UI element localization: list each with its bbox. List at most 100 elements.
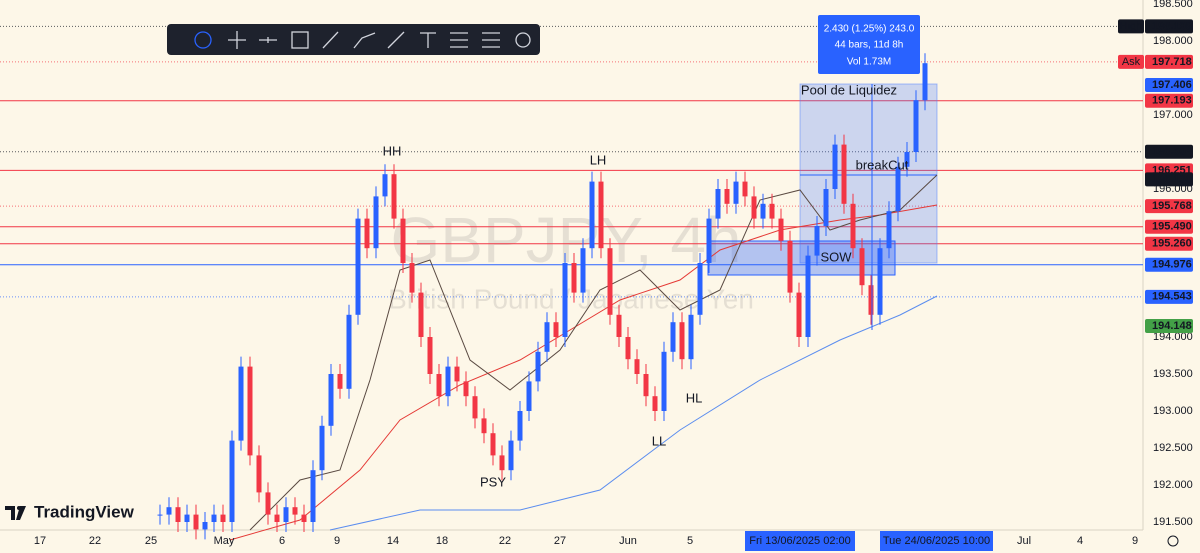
time-marker-label: Fri 13/06/2025 02:00 <box>749 535 851 547</box>
candle-body <box>265 492 271 515</box>
price-tag-caption-bg <box>1118 54 1144 69</box>
candle-body <box>769 203 775 219</box>
rect-tool[interactable] <box>291 31 309 49</box>
candle-body <box>211 514 217 522</box>
candle-body <box>499 455 505 471</box>
candle-body <box>310 470 316 522</box>
time-axis: 17 22 25 May 6 9 14 18 22 27 Jun 5 Jul 4 9 Fri 13/06/20… <box>34 531 1138 551</box>
candle-body <box>706 218 712 263</box>
candle-body <box>391 174 397 219</box>
line-tool[interactable] <box>387 31 405 49</box>
price-tick-label: 191.500 <box>1153 516 1193 528</box>
candle-body <box>436 374 442 397</box>
price-tag-label: 197.718 <box>1152 56 1192 68</box>
candle-body <box>481 418 487 434</box>
settings-tool[interactable] <box>515 32 531 48</box>
price-tag-label: 198.198 <box>1152 20 1192 32</box>
candle-body <box>355 218 361 315</box>
tooltip-line: 44 bars, 11d 8h <box>835 40 904 51</box>
price-tick-label: 193.000 <box>1153 405 1193 417</box>
pattern-tool[interactable] <box>482 32 500 48</box>
candle-body <box>463 381 469 397</box>
candle-body <box>364 218 370 249</box>
sow-box <box>707 240 896 276</box>
candle-body <box>859 248 865 286</box>
candle-body <box>580 248 586 293</box>
time-marker-bg <box>880 531 993 551</box>
price-tag <box>1145 77 1193 92</box>
candle-body <box>913 100 919 152</box>
annotation: SOW <box>820 249 852 264</box>
cursor-tool[interactable] <box>194 31 212 49</box>
annotation: LL <box>652 433 666 448</box>
candle-body <box>247 366 253 456</box>
candle-body <box>508 440 514 471</box>
candle-body <box>625 337 631 360</box>
price-tag-caption: High <box>1120 20 1143 32</box>
price-axis: 198.500198.000197.000196.000194.000193.5… <box>1118 0 1193 528</box>
time-label: 9 <box>334 535 340 547</box>
candle-body <box>922 63 928 101</box>
price-tick-label: 198.000 <box>1153 35 1193 47</box>
time-label: May <box>214 535 235 547</box>
candle-body <box>202 522 208 530</box>
candle-body <box>535 351 541 382</box>
settings-icon[interactable] <box>1167 535 1179 547</box>
candle-body <box>652 396 658 411</box>
candle-body <box>157 514 163 516</box>
price-tick-label: 194.000 <box>1153 331 1193 343</box>
path-tool[interactable] <box>353 32 376 49</box>
candle-body <box>238 366 244 441</box>
brand-logo <box>5 506 26 520</box>
candle-body <box>724 189 730 204</box>
time-label: 25 <box>145 535 157 547</box>
candle-body <box>328 374 334 426</box>
time-marker-label: Tue 24/06/2025 10:00 <box>883 535 990 547</box>
brand: TradingView <box>5 502 135 521</box>
fib-tool[interactable] <box>450 32 468 48</box>
time-label: 4 <box>1077 535 1083 547</box>
tooltip-line: Vol 1.73M <box>847 57 891 68</box>
cross-tool[interactable] <box>228 31 246 49</box>
candle-body <box>256 455 262 493</box>
candle-body <box>679 322 685 360</box>
candle-body <box>751 196 757 219</box>
annotation: Pool de Liquidez <box>801 82 897 97</box>
candle-body <box>544 322 550 352</box>
time-label: 5 <box>687 535 693 547</box>
annotation: breakCut <box>856 157 909 172</box>
candles <box>157 53 928 540</box>
text-tool[interactable] <box>420 32 436 48</box>
candle-body <box>562 263 568 337</box>
time-label: 6 <box>279 535 285 547</box>
candle-body <box>373 196 379 249</box>
price-tag <box>1145 219 1193 234</box>
candle-body <box>301 514 307 522</box>
trend-tool[interactable] <box>322 31 339 49</box>
time-label: 14 <box>387 535 399 547</box>
price-tag <box>1145 319 1193 334</box>
candle-body <box>454 366 460 382</box>
price-tag-label: 194.148 <box>1152 320 1192 332</box>
price-tag-label: 197.406 <box>1152 79 1192 91</box>
candle-body <box>193 514 199 530</box>
price-tick-label: 197.000 <box>1153 109 1193 121</box>
hline-tool[interactable] <box>259 37 277 43</box>
candle-body <box>292 507 298 515</box>
moving-average-black <box>249 174 938 531</box>
candle-body <box>589 181 595 249</box>
price-tag-label: 195.768 <box>1152 200 1192 212</box>
candle-body <box>904 152 910 167</box>
candle-body <box>670 322 676 352</box>
price-tag-label: 195.490 <box>1152 221 1192 233</box>
time-marker-bg <box>745 531 855 551</box>
candle-body <box>346 314 352 389</box>
candle-body <box>445 366 451 397</box>
time-label: 18 <box>436 535 448 547</box>
candle-body <box>400 218 406 263</box>
brand-logo-dot <box>17 506 21 510</box>
candle-body <box>760 203 766 219</box>
candle-body <box>697 263 703 315</box>
